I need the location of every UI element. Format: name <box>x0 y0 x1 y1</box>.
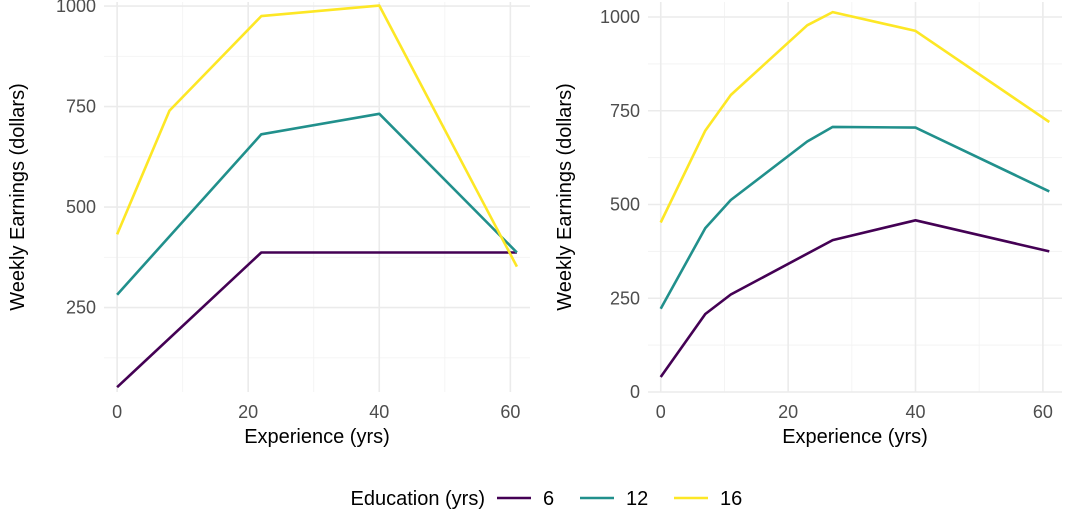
legend-items: 6 12 16 <box>497 488 742 510</box>
legend-label-16: 16 <box>720 488 742 510</box>
y-tick-label: 1000 <box>56 0 96 16</box>
series-line-16 <box>115 4 519 268</box>
legend-label-12: 12 <box>626 488 648 510</box>
legend-title: Education (yrs) <box>351 488 486 510</box>
y-tick-label: 0 <box>630 382 640 402</box>
series-line-12 <box>116 112 518 296</box>
y-tick-label: 1000 <box>600 7 640 27</box>
y-tick-label: 250 <box>66 298 96 318</box>
y-axis-title: Weekly Earnings (dollars) <box>554 83 576 311</box>
series-line-16 <box>659 10 1051 224</box>
y-tick-label: 500 <box>66 197 96 217</box>
left-panel: 0 20 40 60 250 500 750 1000 Experience (yrs) Week… <box>7 0 530 448</box>
x-tick-label: 60 <box>500 402 520 422</box>
x-tick-label: 60 <box>1033 402 1053 422</box>
x-tick-label: 0 <box>656 402 666 422</box>
y-tick-label: 250 <box>610 288 640 308</box>
x-tick-label: 40 <box>905 402 925 422</box>
right-panel: 0 20 40 60 0 250 500 750 1000 Experience (yrs) Wee… <box>554 2 1062 448</box>
y-tick-label: 750 <box>610 101 640 121</box>
x-tick-label: 0 <box>112 402 122 422</box>
x-tick-label: 20 <box>238 402 258 422</box>
x-axis-title: Experience (yrs) <box>244 426 390 448</box>
x-axis-title: Experience (yrs) <box>782 426 928 448</box>
legend: Education (yrs) 6 12 16 <box>351 488 743 510</box>
legend-label-6: 6 <box>543 488 554 510</box>
x-tick-label: 40 <box>369 402 389 422</box>
x-tick-label: 20 <box>778 402 798 422</box>
y-tick-label: 500 <box>610 195 640 215</box>
series-line-6 <box>116 251 517 389</box>
y-tick-label: 750 <box>66 97 96 117</box>
series-line-6 <box>659 219 1050 378</box>
y-axis-title: Weekly Earnings (dollars) <box>7 83 29 311</box>
series-line-12 <box>659 125 1050 310</box>
